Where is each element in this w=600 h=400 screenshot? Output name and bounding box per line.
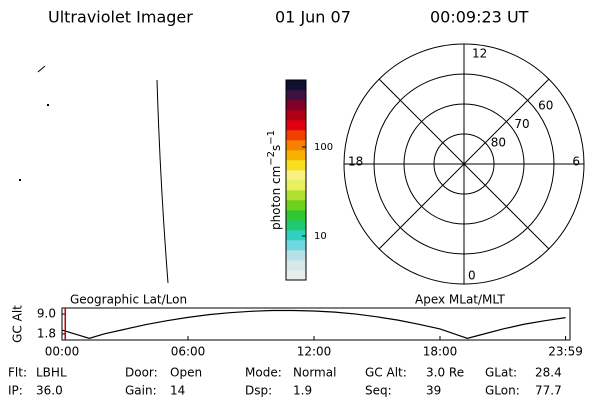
x-tick-label: 00:00 xyxy=(45,345,80,359)
polar-lat-label: 70 xyxy=(514,117,529,131)
x-tick-label: 18:00 xyxy=(423,345,458,359)
field-value: Open xyxy=(170,366,202,380)
field-value: 1.9 xyxy=(293,384,312,398)
field-value: 77.7 xyxy=(535,384,562,398)
colorbar-swatch xyxy=(286,250,306,261)
colorbar-swatch xyxy=(286,120,306,131)
chart-title-right: Apex MLat/MLT xyxy=(415,293,505,307)
colorbar-swatch xyxy=(286,270,306,281)
y-axis-label: GC Alt xyxy=(11,305,25,343)
plot-frame xyxy=(61,307,571,341)
field-label: Flt: xyxy=(8,366,27,380)
y-tick-label: 1.8 xyxy=(37,326,56,340)
x-tick-label: 12:00 xyxy=(297,345,332,359)
field-label: GLon: xyxy=(485,384,520,398)
field-value: Normal xyxy=(293,366,336,380)
polar-lat-label: 80 xyxy=(491,136,506,150)
field-label: Dsp: xyxy=(245,384,272,398)
colorbar-swatch xyxy=(286,190,306,201)
polar-lat-circle xyxy=(433,133,495,195)
instrument: Ultraviolet Imager xyxy=(48,8,193,27)
field-value: 3.0 Re xyxy=(426,366,464,380)
y-tick-label: 9.0 xyxy=(37,307,56,321)
polar-mlt-label: 12 xyxy=(472,47,487,61)
colorbar-swatch xyxy=(286,170,306,181)
x-tick-label: 06:00 xyxy=(171,345,206,359)
colorbar-swatch xyxy=(286,80,306,91)
colorbar-swatch xyxy=(286,100,306,111)
field-label: IP: xyxy=(8,384,23,398)
chart-title-left: Geographic Lat/Lon xyxy=(70,293,187,307)
polar-lat-circle xyxy=(403,103,525,225)
colorbar-swatch xyxy=(286,110,306,121)
map-panel xyxy=(19,65,169,284)
polar-mlt-label: 0 xyxy=(468,269,476,283)
colorbar-tick-label: 10 xyxy=(314,231,327,242)
polar-mlt-label: 6 xyxy=(572,155,580,169)
polar-lat-circle xyxy=(373,73,555,255)
colorbar-swatch xyxy=(286,160,306,171)
x-tick-label: 23:59 xyxy=(548,345,583,359)
colorbar-swatch xyxy=(286,130,306,141)
colorbar-swatch xyxy=(286,140,306,151)
colorbar-swatch xyxy=(286,230,306,241)
colorbar-swatch xyxy=(286,180,306,191)
map-line xyxy=(37,65,46,73)
map-dot xyxy=(47,104,49,106)
colorbar-frame xyxy=(285,79,307,281)
field-label: Mode: xyxy=(245,366,282,380)
colorbar-label: photon cm−2s−1 xyxy=(266,130,283,230)
map-dot xyxy=(19,179,21,181)
field-label: GLat: xyxy=(485,366,517,380)
field-label: Door: xyxy=(125,366,158,380)
field-label: Seq: xyxy=(365,384,392,398)
field-value: LBHL xyxy=(36,366,67,380)
polar-lat-label: 60 xyxy=(538,99,553,113)
field-value: 28.4 xyxy=(535,366,562,380)
polar-mlt-label: 18 xyxy=(348,155,363,169)
colorbar-swatch xyxy=(286,240,306,251)
field-value: 39 xyxy=(426,384,441,398)
colorbar-swatch xyxy=(286,150,306,161)
time: 00:09:23 UT xyxy=(430,8,529,27)
field-value: 14 xyxy=(170,384,185,398)
colorbar-swatch xyxy=(286,220,306,231)
field-label: GC Alt: xyxy=(365,366,407,380)
colorbar-swatch xyxy=(286,200,306,211)
field-label: Gain: xyxy=(125,384,157,398)
date: 01 Jun 07 xyxy=(275,8,351,27)
colorbar-swatch xyxy=(286,210,306,221)
alt-line xyxy=(61,309,566,339)
colorbar-swatch xyxy=(286,90,306,101)
colorbar-swatch xyxy=(286,260,306,271)
polar-spoke xyxy=(378,78,550,250)
map-line xyxy=(156,79,169,284)
field-value: 36.0 xyxy=(36,384,63,398)
colorbar-tick-label: 100 xyxy=(314,142,333,153)
